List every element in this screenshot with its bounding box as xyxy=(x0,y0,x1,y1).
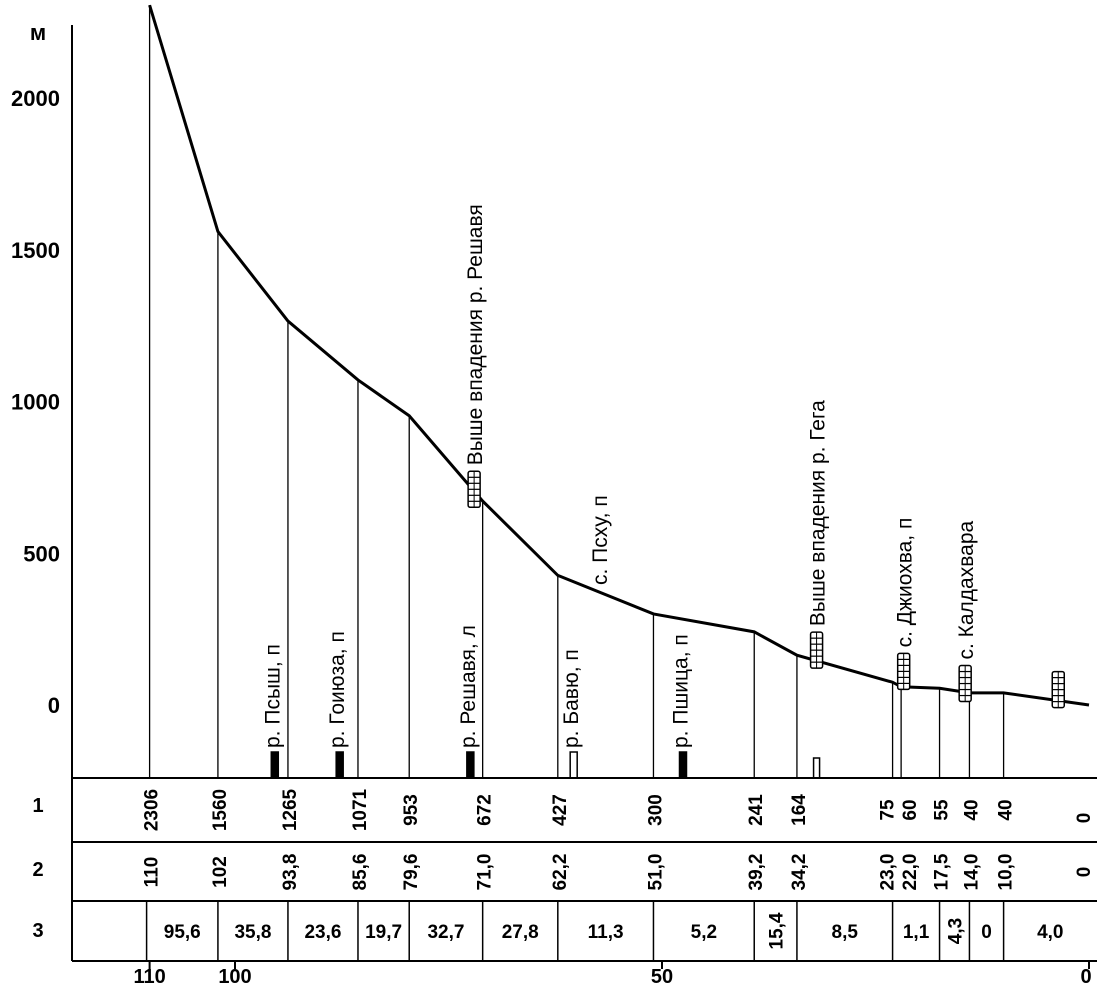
row2-value: 17,5 xyxy=(932,853,953,890)
site-label: с. Джиохва, п xyxy=(894,518,917,648)
tributary-labels: р. Псыш, п р. Гоиюза, п р. Решавя, л р. Бав… xyxy=(261,625,692,779)
row3-slopes: 95,6 35,8 23,6 19,7 32,7 27,8 11,3 5,2 15,4 8,5 1,… xyxy=(164,912,1064,949)
row3-value: 1,1 xyxy=(903,922,930,943)
profile-polyline xyxy=(148,4,1090,707)
row3-value: 32,7 xyxy=(427,922,464,943)
tributary-1: р. Гоиюза, п xyxy=(326,631,349,779)
row1-value: 1265 xyxy=(280,788,301,831)
row2-value: 93,8 xyxy=(280,854,301,891)
gega-bottom-marker xyxy=(812,757,821,779)
x-tick-label-50: 50 xyxy=(651,966,673,985)
y-tick-label-1000: 1000 xyxy=(11,390,60,415)
row1-value: 953 xyxy=(401,794,422,826)
row3-value: 4,3 xyxy=(945,918,966,944)
row1-value: 75 xyxy=(878,799,899,821)
row2-value: 0 xyxy=(1074,867,1095,878)
row2-value: 14,0 xyxy=(961,854,982,891)
site-label: Выше впадения р. Решавя xyxy=(464,204,487,465)
row-label-3: 3 xyxy=(32,920,43,942)
tributary-3: р. Бавю, п xyxy=(560,649,583,779)
row1-value: 427 xyxy=(550,794,571,826)
y-axis-unit-label: м xyxy=(30,20,46,45)
row2-value: 102 xyxy=(210,856,231,888)
row2-value: 34,2 xyxy=(789,854,810,891)
x-tick-label-0: 0 xyxy=(1080,966,1091,985)
site-label: Выше впадения р. Гега xyxy=(807,400,830,626)
tributary-marker xyxy=(678,751,688,779)
row1-value: 1560 xyxy=(210,789,231,831)
y-axis-ticks: 0 500 1000 1500 2000 xyxy=(11,25,73,778)
row1-value: 164 xyxy=(789,794,810,826)
data-table: 1 2 3 2306 1560 1265 1071 953 672 427 300 241 164… xyxy=(32,777,1097,962)
tributary-marker xyxy=(335,751,344,779)
y-tick-label-0: 0 xyxy=(48,693,60,718)
site-label: с. Псху, п xyxy=(589,495,612,585)
row2-value: 79,6 xyxy=(401,854,422,891)
site-5 xyxy=(1051,670,1066,709)
row1-value: 1071 xyxy=(350,788,371,831)
row2-value: 22,0 xyxy=(900,854,921,891)
row1-value: 60 xyxy=(900,799,921,820)
y-tick-label-1500: 1500 xyxy=(11,238,60,263)
row3-value: 23,6 xyxy=(304,922,341,943)
site-0: Выше впадения р. Решавя xyxy=(464,204,487,509)
row2-value: 23,0 xyxy=(878,854,899,891)
row3-value: 4,0 xyxy=(1037,922,1063,943)
gauging-site-labels: Выше впадения р. Решавя с. Псху, п Выше вп… xyxy=(464,204,1066,779)
tributary-marker xyxy=(270,751,280,779)
y-tick-label-2000: 2000 xyxy=(11,86,60,111)
row2-value: 85,6 xyxy=(350,854,371,891)
row2-value: 10,0 xyxy=(996,854,1017,891)
row3-value: 15,4 xyxy=(767,912,788,949)
tributary-label: р. Бавю, п xyxy=(560,649,583,748)
row2-value: 71,0 xyxy=(475,854,496,891)
site-2: Выше впадения р. Гега xyxy=(807,400,830,669)
tributary-label: р. Решавя, л xyxy=(457,625,480,748)
row1-value: 2306 xyxy=(142,789,163,831)
row1-value: 55 xyxy=(932,799,953,821)
row1-elevations: 2306 1560 1265 1071 953 672 427 300 241 164 75 60 55… xyxy=(142,788,1095,831)
row2-value: 51,0 xyxy=(645,854,666,891)
row1-value: 300 xyxy=(645,794,666,826)
tributary-4: р. Пшица, п xyxy=(669,634,692,779)
row3-value: 95,6 xyxy=(164,922,201,943)
site-3: с. Джиохва, п xyxy=(894,518,917,691)
row1-value: 40 xyxy=(961,799,982,820)
tributary-marker xyxy=(569,751,578,779)
site-4: с. Калдахвара xyxy=(955,520,978,703)
elevation-profile-line xyxy=(148,4,1090,707)
row3-value: 8,5 xyxy=(832,922,859,943)
row2-value: 62,2 xyxy=(550,854,571,891)
row3-value: 27,8 xyxy=(502,922,539,943)
tributary-label: р. Псыш, п xyxy=(261,644,284,748)
row2-value: 110 xyxy=(142,857,163,888)
site-1: с. Псху, п xyxy=(589,495,612,585)
x-tick-label-100: 100 xyxy=(218,966,251,985)
tributary-marker xyxy=(466,751,475,779)
tributary-2: р. Решавя, л xyxy=(457,625,480,779)
row1-value: 40 xyxy=(996,799,1017,820)
x-tick-label-110: 110 xyxy=(133,966,165,985)
row3-value: 5,2 xyxy=(691,922,717,943)
row2-distances: 110 102 93,8 85,6 79,6 71,0 62,2 51,0 39,2 34,2 23… xyxy=(142,853,1095,890)
row2-value: 39,2 xyxy=(746,854,767,891)
y-tick-label-500: 500 xyxy=(23,541,60,566)
site-label: с. Калдахвара xyxy=(955,520,978,659)
tributary-0: р. Псыш, п xyxy=(261,644,284,779)
row3-value: 11,3 xyxy=(588,922,624,943)
x-axis: 110 100 50 0 xyxy=(72,960,1097,985)
row1-value: 0 xyxy=(1074,813,1095,824)
row3-value: 35,8 xyxy=(234,922,271,943)
row3-value: 0 xyxy=(981,922,992,943)
row3-value: 19,7 xyxy=(365,922,402,943)
tributary-label: р. Гоиюза, п xyxy=(326,631,349,748)
row1-value: 672 xyxy=(475,794,496,826)
row-label-1: 1 xyxy=(32,795,43,817)
gauge-verticals xyxy=(148,5,1005,778)
tributary-label: р. Пшица, п xyxy=(669,634,692,748)
row-label-2: 2 xyxy=(32,859,43,881)
row1-value: 241 xyxy=(746,794,767,826)
